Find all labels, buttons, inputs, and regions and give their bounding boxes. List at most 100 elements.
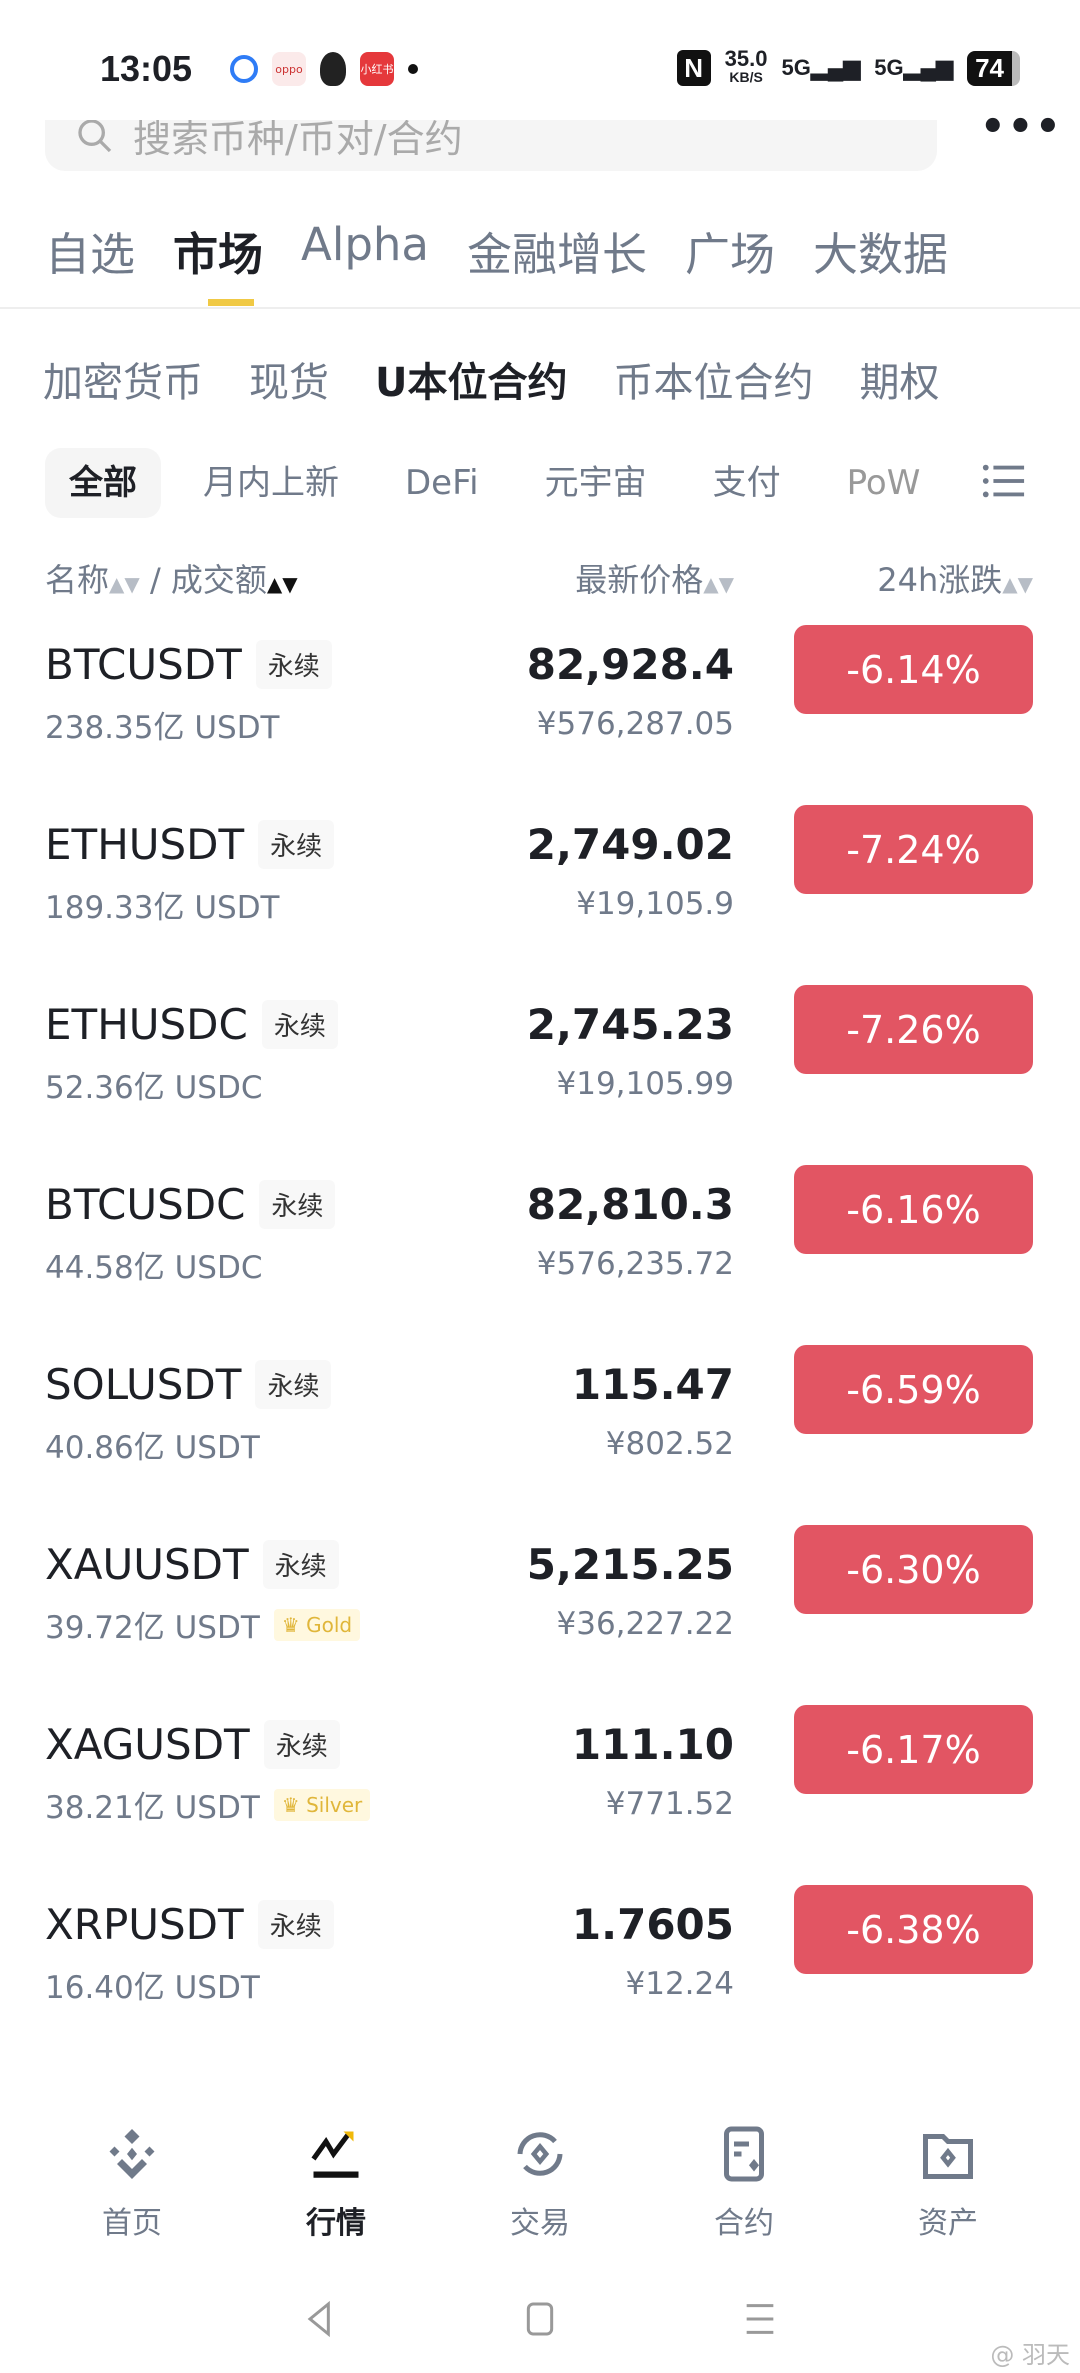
commodity-label: Gold bbox=[306, 1612, 353, 1637]
subtab-coinm-futures[interactable]: 币本位合约 bbox=[613, 360, 814, 406]
symbol: ETHUSDT 永续 bbox=[45, 820, 335, 869]
tab-watchlist[interactable]: 自选 bbox=[45, 228, 136, 281]
browser-icon bbox=[230, 55, 258, 83]
cny-price: ¥802.52 bbox=[605, 1426, 734, 1462]
net-label: 5G bbox=[874, 55, 904, 80]
subtab-spot[interactable]: 现货 bbox=[249, 360, 329, 406]
last-price: 111.10 bbox=[571, 1720, 734, 1769]
perpetual-tag: 永续 bbox=[255, 640, 332, 689]
perpetual-tag: 永续 bbox=[257, 1900, 334, 1949]
nav-assets[interactable]: 资产 bbox=[873, 2084, 1023, 2264]
col-change: 24h涨跌 bbox=[877, 561, 1003, 599]
chip-payment[interactable]: 支付 bbox=[712, 463, 781, 503]
qq-icon bbox=[320, 52, 346, 86]
signal-icon-2: 5G▂▄▆ bbox=[874, 55, 954, 80]
market-row[interactable]: SOLUSDT 永续 40.86亿 USDT 115.47 ¥802.52 -6.… bbox=[0, 1345, 1080, 1540]
column-header-name[interactable]: 名称▲▼ / 成交额▲▼ bbox=[45, 555, 298, 601]
subtab-options[interactable]: 期权 bbox=[859, 360, 940, 406]
nav-markets[interactable]: 行情 bbox=[261, 2084, 411, 2264]
nav-home[interactable]: 首页 bbox=[57, 2084, 207, 2264]
tab-big-data[interactable]: 大数据 bbox=[813, 228, 949, 281]
last-price: 5,215.25 bbox=[526, 1540, 734, 1589]
subtab-usdm-futures[interactable]: U本位合约 bbox=[375, 360, 568, 406]
volume-value: 38.21亿 USDT bbox=[45, 1790, 260, 1826]
last-price: 2,749.02 bbox=[526, 820, 734, 869]
market-row[interactable]: BTCUSDT 永续 238.35亿 USDT 82,928.4 ¥576,287… bbox=[0, 625, 1080, 820]
volume: 44.58亿 USDC bbox=[45, 1242, 262, 1287]
cny-price: ¥576,235.72 bbox=[536, 1246, 734, 1282]
volume: 16.40亿 USDT bbox=[45, 1962, 260, 2007]
change-badge[interactable]: -6.38% bbox=[794, 1885, 1033, 1974]
change-badge[interactable]: -7.26% bbox=[794, 985, 1033, 1074]
more-menu-button[interactable]: ••• bbox=[980, 104, 1063, 150]
column-header-change[interactable]: 24h涨跌▲▼ bbox=[877, 555, 1033, 601]
status-time: 13:05 bbox=[100, 48, 193, 89]
volume: 38.21亿 USDT ♛ Silver bbox=[45, 1782, 371, 1827]
cny-price: ¥36,227.22 bbox=[556, 1606, 735, 1642]
market-row[interactable]: XAUUSDT 永续 39.72亿 USDT ♛ Gold 5,215.25 ¥36… bbox=[0, 1525, 1080, 1720]
divider bbox=[0, 307, 1080, 309]
change-badge[interactable]: -6.16% bbox=[794, 1165, 1033, 1254]
nav-futures[interactable]: 合约 bbox=[669, 2084, 819, 2264]
tab-market[interactable]: 市场 bbox=[173, 228, 264, 281]
change-badge[interactable]: -7.24% bbox=[794, 805, 1033, 894]
symbol-name: ETHUSDT bbox=[45, 820, 245, 869]
chip-all[interactable]: 全部 bbox=[45, 448, 161, 518]
change-badge[interactable]: -6.59% bbox=[794, 1345, 1033, 1434]
tab-square[interactable]: 广场 bbox=[685, 228, 776, 281]
nfc-icon: N bbox=[676, 50, 711, 86]
speed-value: 35.0 bbox=[724, 46, 768, 71]
search-placeholder: 搜索币种/币对/合约 bbox=[133, 117, 463, 161]
main-tabs: 自选 市场 Alpha 金融增长 广场 大数据 bbox=[45, 218, 948, 283]
chip-pow[interactable]: PoW bbox=[846, 463, 921, 503]
col-volume: 成交额 bbox=[170, 561, 267, 599]
perpetual-tag: 永续 bbox=[262, 1540, 339, 1589]
column-header-price[interactable]: 最新价格▲▼ bbox=[575, 555, 734, 601]
exchange-icon bbox=[517, 2132, 563, 2176]
battery-icon: 74 bbox=[967, 50, 1020, 86]
notification-icons: oppo 小红书 bbox=[230, 52, 418, 86]
change-badge[interactable]: -6.30% bbox=[794, 1525, 1033, 1614]
tab-earn[interactable]: 金融增长 bbox=[466, 228, 647, 281]
subtab-crypto[interactable]: 加密货币 bbox=[43, 360, 203, 406]
perpetual-tag: 永续 bbox=[258, 820, 335, 869]
symbol-name: SOLUSDT bbox=[45, 1360, 242, 1409]
symbol-name: BTCUSDC bbox=[45, 1180, 246, 1229]
market-row[interactable]: XAGUSDT 永续 38.21亿 USDT ♛ Silver 111.10 ¥77… bbox=[0, 1705, 1080, 1900]
nav-trade[interactable]: 交易 bbox=[465, 2084, 615, 2264]
chip-metaverse[interactable]: 元宇宙 bbox=[544, 463, 647, 503]
chip-defi[interactable]: DeFi bbox=[405, 463, 479, 503]
market-row[interactable]: ETHUSDC 永续 52.36亿 USDC 2,745.23 ¥19,105.9… bbox=[0, 985, 1080, 1180]
last-price: 82,928.4 bbox=[526, 640, 734, 689]
symbol-name: ETHUSDC bbox=[45, 1000, 248, 1049]
last-price: 115.47 bbox=[571, 1360, 734, 1409]
market-row[interactable]: XRPUSDT 永续 16.40亿 USDT 1.7605 ¥12.24 -6.3… bbox=[0, 1885, 1080, 2080]
recents-icon[interactable] bbox=[740, 2299, 780, 2339]
change-badge[interactable]: -6.14% bbox=[794, 625, 1033, 714]
market-row[interactable]: BTCUSDC 永续 44.58亿 USDC 82,810.3 ¥576,235.… bbox=[0, 1165, 1080, 1360]
chart-icon bbox=[311, 2131, 359, 2178]
last-price: 1.7605 bbox=[571, 1900, 734, 1949]
market-row[interactable]: ETHUSDT 永续 189.33亿 USDT 2,749.02 ¥19,105.… bbox=[0, 805, 1080, 1000]
volume-value: 39.72亿 USDT bbox=[45, 1610, 260, 1646]
change-badge[interactable]: -6.17% bbox=[794, 1705, 1033, 1794]
chip-new[interactable]: 月内上新 bbox=[203, 463, 339, 503]
tab-alpha[interactable]: Alpha bbox=[301, 218, 429, 271]
symbol-name: XAUUSDT bbox=[45, 1540, 249, 1589]
signal-icon-1: 5G▂▄▆ bbox=[781, 55, 861, 80]
nav-label: 资产 bbox=[918, 2206, 978, 2241]
nav-label: 合约 bbox=[714, 2206, 774, 2241]
nav-label: 交易 bbox=[510, 2206, 570, 2241]
perpetual-tag: 永续 bbox=[261, 1000, 338, 1049]
last-price: 82,810.3 bbox=[526, 1180, 734, 1229]
back-icon[interactable] bbox=[300, 2299, 340, 2339]
symbol: BTCUSDC 永续 bbox=[45, 1180, 336, 1229]
cny-price: ¥19,105.9 bbox=[576, 886, 734, 922]
volume: 39.72亿 USDT ♛ Gold bbox=[45, 1602, 361, 1647]
category-list-icon[interactable] bbox=[980, 458, 1026, 504]
network-speed: 35.0 KB/S bbox=[725, 48, 768, 86]
home-icon[interactable] bbox=[520, 2299, 560, 2339]
perpetual-tag: 永续 bbox=[263, 1720, 340, 1769]
nav-label: 首页 bbox=[102, 2206, 162, 2241]
more-notifications-dot bbox=[408, 64, 418, 74]
